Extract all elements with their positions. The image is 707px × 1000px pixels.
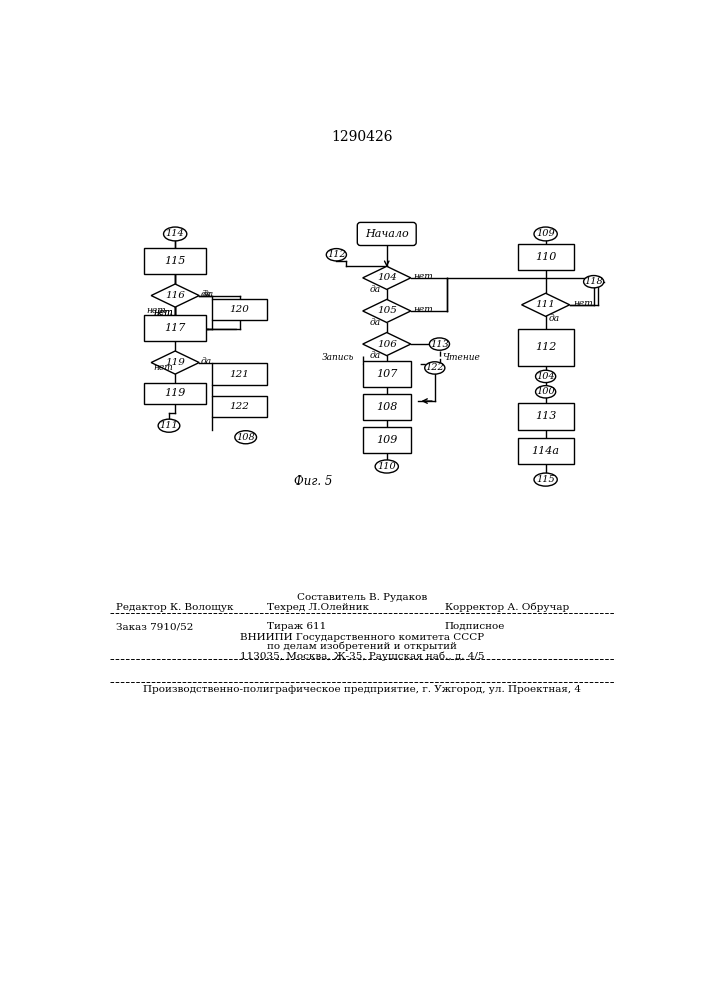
Text: 1290426: 1290426: [331, 130, 392, 144]
Bar: [144, 248, 206, 274]
Text: 112: 112: [327, 250, 346, 259]
Polygon shape: [151, 284, 199, 307]
Polygon shape: [363, 299, 411, 323]
Text: 110: 110: [535, 252, 556, 262]
Ellipse shape: [583, 276, 604, 288]
Text: 119: 119: [165, 388, 186, 398]
Text: нет: нет: [413, 305, 433, 314]
Text: Составитель В. Рудаков: Составитель В. Рудаков: [297, 593, 427, 602]
Text: 113035, Москва, Ж-35, Раушская наб., д. 4/5: 113035, Москва, Ж-35, Раушская наб., д. …: [240, 651, 484, 661]
Text: 120: 120: [230, 305, 250, 314]
Text: 114а: 114а: [532, 446, 560, 456]
Bar: [144, 383, 206, 404]
Text: Фиг. 5: Фиг. 5: [293, 475, 332, 488]
Ellipse shape: [163, 227, 187, 241]
Text: 104: 104: [377, 273, 397, 282]
Text: 115: 115: [536, 475, 555, 484]
Text: нет: нет: [153, 308, 173, 317]
Text: 106: 106: [377, 340, 397, 349]
Text: 114: 114: [166, 229, 185, 238]
Text: нет: нет: [153, 308, 173, 317]
Text: да: да: [201, 357, 212, 366]
Text: 109: 109: [536, 229, 555, 238]
Text: Корректор А. Обручар: Корректор А. Обручар: [445, 603, 569, 612]
Text: 119: 119: [165, 358, 185, 367]
Ellipse shape: [425, 362, 445, 374]
Text: 117: 117: [165, 323, 186, 333]
Ellipse shape: [327, 249, 346, 261]
Bar: [211, 363, 267, 385]
Ellipse shape: [534, 227, 557, 241]
Text: нет: нет: [573, 299, 593, 308]
Bar: [518, 438, 573, 464]
Ellipse shape: [158, 419, 180, 432]
Text: да: да: [201, 290, 212, 299]
Text: нет: нет: [146, 306, 166, 315]
Text: Редактор К. Волощук: Редактор К. Волощук: [115, 603, 233, 612]
Text: 112: 112: [535, 342, 556, 352]
Text: да: да: [370, 351, 380, 360]
Bar: [518, 244, 573, 270]
Bar: [144, 315, 206, 341]
Text: 122: 122: [426, 363, 444, 372]
Ellipse shape: [535, 370, 556, 383]
Text: да: да: [370, 285, 380, 294]
Text: да: да: [203, 290, 214, 299]
Text: да: да: [549, 314, 560, 323]
Text: 113: 113: [535, 411, 556, 421]
FancyBboxPatch shape: [357, 222, 416, 246]
Ellipse shape: [235, 431, 257, 444]
Bar: [211, 299, 267, 320]
Text: Техред Л.Олейник: Техред Л.Олейник: [267, 603, 368, 612]
Text: Производственно-полиграфическое предприятие, г. Ужгород, ул. Проектная, 4: Производственно-полиграфическое предприя…: [143, 685, 581, 694]
Bar: [518, 403, 573, 430]
Text: 109: 109: [376, 435, 397, 445]
Text: 100: 100: [536, 387, 555, 396]
Polygon shape: [363, 266, 411, 289]
Polygon shape: [522, 293, 570, 316]
Text: 108: 108: [236, 433, 255, 442]
Ellipse shape: [535, 386, 556, 398]
Text: Подписное: Подписное: [445, 622, 506, 631]
Text: Заказ 7910/52: Заказ 7910/52: [115, 622, 193, 631]
Text: ВНИИПИ Государственного комитета СССР: ВНИИПИ Государственного комитета СССР: [240, 633, 484, 642]
Bar: [363, 394, 411, 420]
Bar: [211, 396, 267, 417]
Text: 111: 111: [160, 421, 178, 430]
Text: 115: 115: [165, 256, 186, 266]
Text: Запись: Запись: [322, 353, 354, 362]
Text: 107: 107: [376, 369, 397, 379]
Text: да: да: [370, 318, 380, 327]
Text: 118: 118: [584, 277, 603, 286]
Text: Начало: Начало: [365, 229, 409, 239]
Text: 113: 113: [430, 340, 449, 349]
Text: по делам изобретений и открытий: по делам изобретений и открытий: [267, 642, 457, 651]
Polygon shape: [363, 333, 411, 356]
Text: Тираж 611: Тираж 611: [267, 622, 326, 631]
Bar: [363, 361, 411, 387]
Text: 121: 121: [230, 370, 250, 379]
Text: нет: нет: [413, 272, 433, 281]
Polygon shape: [151, 351, 199, 374]
Text: 122: 122: [230, 402, 250, 411]
Text: 108: 108: [376, 402, 397, 412]
Ellipse shape: [429, 338, 450, 350]
Text: 110: 110: [378, 462, 396, 471]
Text: 111: 111: [536, 300, 556, 309]
Text: 105: 105: [377, 306, 397, 315]
Text: 104: 104: [536, 372, 555, 381]
Bar: [363, 427, 411, 453]
Bar: [518, 329, 573, 366]
Text: 116: 116: [165, 291, 185, 300]
Ellipse shape: [375, 460, 398, 473]
Text: нет: нет: [153, 363, 173, 372]
Text: Чтение: Чтение: [443, 353, 481, 362]
Ellipse shape: [534, 473, 557, 486]
